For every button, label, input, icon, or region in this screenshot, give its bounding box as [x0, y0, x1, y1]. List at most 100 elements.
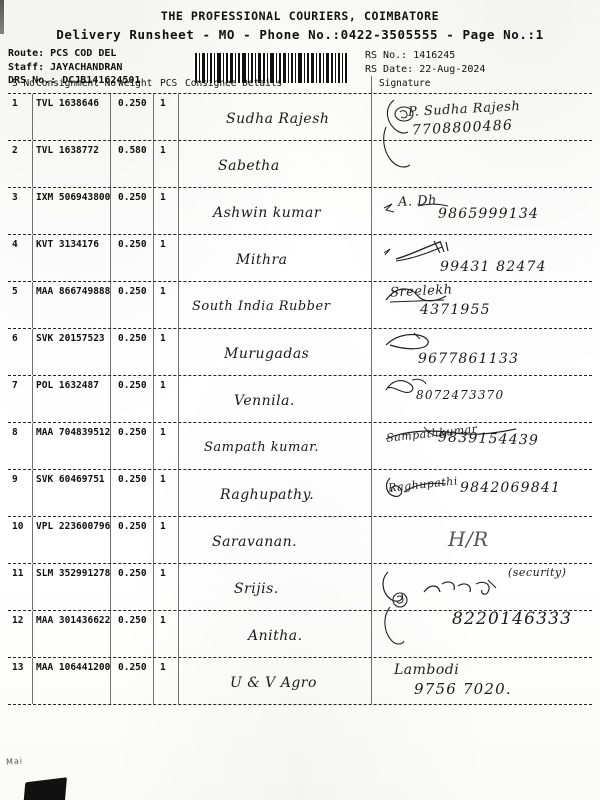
column-divider-weight: [153, 94, 154, 140]
table-row[interactable]: 1 TVL 1638646 0.250 1 Sudha Rajesh P. Su…: [8, 94, 592, 140]
table-row[interactable]: 8 MAA 704839512 0.250 1 Sampath kumar. S…: [8, 422, 592, 469]
column-divider-weight: [153, 517, 154, 563]
cell-sno: 6: [12, 333, 18, 344]
cell-pcs: 1: [160, 145, 166, 156]
drs-label: DRS No.:: [8, 75, 57, 86]
table-row[interactable]: 9 SVK 60469751 0.250 1 Raghupathy. Raghu…: [8, 470, 592, 516]
column-divider-weight: [153, 611, 154, 657]
table-row[interactable]: 12 MAA 301436622 0.250 1 Anitha. 8220146…: [8, 607, 592, 657]
cell-weight: 0.250: [118, 474, 147, 485]
table-row[interactable]: 13 MAA 106441200 0.250 1 U & V Agro Lamb…: [8, 658, 592, 704]
table-header-row: S No Consignment No Weight PCS Consignee…: [8, 76, 592, 93]
cell-pcs: 1: [160, 380, 166, 391]
column-divider-signature: [371, 329, 372, 375]
row-rule: [8, 469, 592, 470]
column-divider-weight: [153, 141, 154, 187]
cell-pcs: 1: [160, 333, 166, 344]
column-divider-pcs: [178, 423, 179, 469]
row-rule: [8, 516, 592, 517]
cell-consignee-handwritten: Mithra: [236, 252, 288, 268]
column-divider-pcs: [178, 376, 179, 422]
cell-weight: 0.250: [118, 192, 147, 203]
table-row[interactable]: 11 SLM 352991278 0.250 1 Srijis. (securi…: [8, 564, 592, 610]
column-divider-pcs: [178, 470, 179, 516]
cell-sno: 12: [12, 615, 24, 626]
cell-pcs: 1: [160, 615, 166, 626]
route-value: PCS COD DEL: [50, 48, 117, 59]
cell-consignee-handwritten: Sabetha: [218, 158, 280, 174]
column-divider-sno: [32, 235, 33, 281]
cell-pcs: 1: [160, 98, 166, 109]
table-row[interactable]: 5 MAA 866749888 0.250 1 South India Rubb…: [8, 282, 592, 328]
column-divider-signature: [371, 658, 372, 704]
cell-consignment: MAA 704839512: [36, 427, 111, 438]
cell-weight: 0.250: [118, 333, 147, 344]
scan-blob-artifact: [22, 777, 68, 800]
cell-consignment: MAA 106441200: [36, 662, 111, 673]
column-divider-signature: [371, 235, 372, 281]
cell-sno: 8: [12, 427, 18, 438]
drs-line: DRS No.: DCJB141624501: [8, 74, 140, 88]
table-row[interactable]: 10 VPL 223600796 0.250 1 Saravanan. H/R: [8, 517, 592, 563]
row-rule: [8, 422, 592, 423]
cell-signature-phone: 9839154439: [437, 429, 540, 449]
table-row[interactable]: 6 SVK 20157523 0.250 1 Murugadas 9677861…: [8, 329, 592, 375]
table-row[interactable]: 7 POL 1632487 0.250 1 Vennila. 807247337…: [8, 376, 592, 422]
cell-consignee-handwritten: Murugadas: [224, 346, 310, 362]
column-divider-consignment: [110, 329, 111, 375]
table-row[interactable]: 3 IXM 506943800 0.250 1 Ashwin kumar A. …: [8, 188, 592, 234]
header-meta-row: Route: PCS COD DEL Staff: JAYACHANDRAN D…: [0, 47, 600, 89]
column-divider-consignment: [110, 517, 111, 563]
header-meta-right: RS No.: 1416245 RS Date: 22-Aug-2024: [365, 49, 485, 77]
column-header-weight: Weight: [118, 78, 153, 89]
table-row[interactable]: 2 TVL 1638772 0.580 1 Sabetha: [8, 127, 592, 187]
cell-consignee-handwritten: Anitha.: [248, 628, 303, 644]
company-title: THE PROFESSIONAL COURIERS, COIMBATORE: [160, 9, 440, 23]
column-divider-signature: [371, 611, 372, 657]
row-rule: [8, 657, 592, 658]
cell-consignment: SVK 20157523: [36, 333, 105, 344]
document-header: THE PROFESSIONAL COURIERS, COIMBATORE De…: [0, 0, 600, 89]
column-divider-consignment: [110, 188, 111, 234]
column-divider-sno: [32, 658, 33, 704]
column-divider-signature: [371, 76, 372, 93]
row-rule: [8, 187, 592, 188]
cell-pcs: 1: [160, 239, 166, 250]
column-divider-signature: [371, 423, 372, 469]
column-divider-sno: [32, 141, 33, 187]
cell-consignment: IXM 506943800: [36, 192, 111, 203]
cell-consignment: KVT 3134176: [36, 239, 99, 250]
rs-date-line: RS Date: 22-Aug-2024: [365, 63, 485, 77]
column-divider-consignment: [110, 564, 111, 610]
scan-speck-artifact: Mai: [5, 756, 24, 767]
column-divider-signature: [371, 94, 372, 140]
cell-sno: 7: [12, 380, 18, 391]
rs-date-label: RS Date:: [365, 64, 414, 75]
cell-sno: 1: [12, 98, 18, 109]
column-divider-pcs: [178, 658, 179, 704]
rs-no-label: RS No.:: [365, 50, 408, 61]
column-divider-sno: [32, 564, 33, 610]
column-divider-consignment: [110, 658, 111, 704]
cell-sno: 4: [12, 239, 18, 250]
row-rule: [8, 234, 592, 235]
column-header-sno: S No: [12, 78, 35, 89]
table-row[interactable]: 4 KVT 3134176 0.250 1 Mithra 99431 82474: [8, 235, 592, 281]
cell-weight: 0.250: [118, 98, 147, 109]
cell-signature-handwritten: Lambodi: [394, 662, 460, 678]
cell-signature-phone: 8072473370: [416, 388, 505, 402]
signature-scribble: [385, 332, 429, 350]
cell-weight: 0.580: [118, 145, 147, 156]
cell-pcs: 1: [160, 521, 166, 532]
drs-value: DCJB141624501: [62, 75, 141, 86]
column-divider-weight: [153, 282, 154, 328]
column-divider-consignment: [110, 282, 111, 328]
staff-line: Staff: JAYACHANDRAN: [8, 61, 140, 75]
barcode-svg: [193, 52, 348, 84]
column-divider-signature: [371, 282, 372, 328]
cell-consignee-handwritten: U & V Agro: [230, 675, 317, 691]
column-divider-pcs: [178, 329, 179, 375]
column-divider-weight: [153, 376, 154, 422]
cell-consignment: MAA 301436622: [36, 615, 111, 626]
cell-weight: 0.250: [118, 615, 147, 626]
